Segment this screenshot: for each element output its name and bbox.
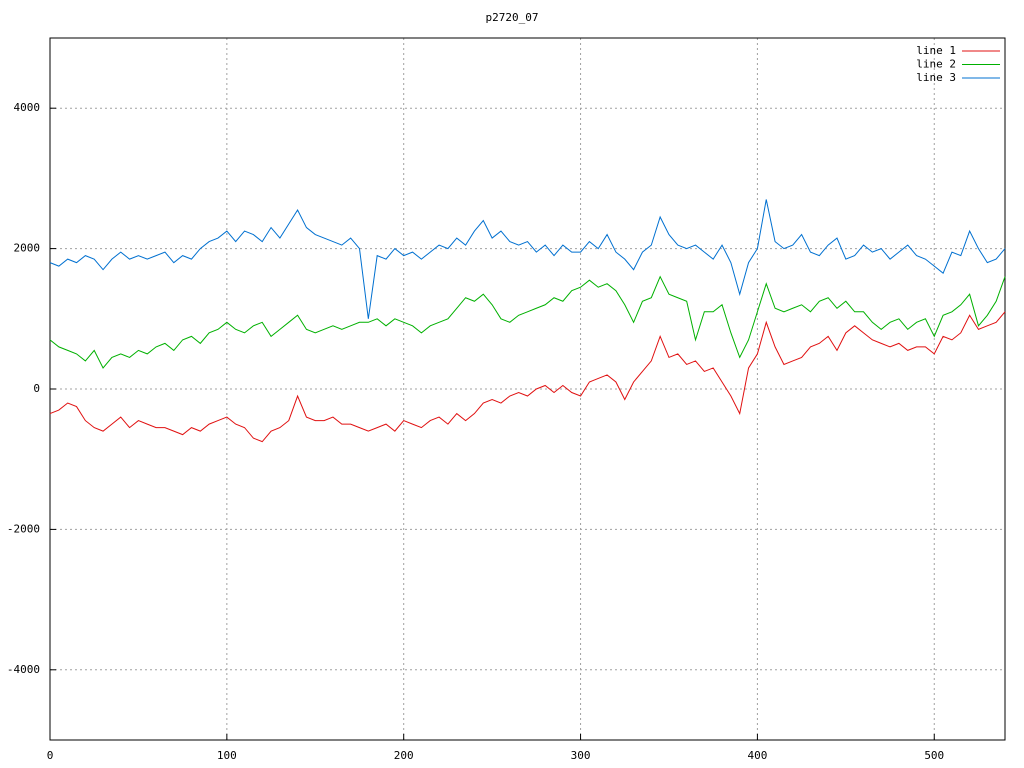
x-tick-label: 100 [217, 749, 237, 762]
series-line [49, 275, 1006, 369]
x-tick-label: 400 [747, 749, 767, 762]
series-line [49, 199, 1006, 319]
plot-frame [49, 37, 1006, 741]
legend-label: line 1 [916, 44, 956, 57]
y-tick-label: 4000 [14, 101, 41, 114]
x-tick-label: 0 [47, 749, 54, 762]
legend-label: line 2 [916, 58, 956, 71]
series-line [49, 311, 1006, 443]
legend-label: line 3 [916, 71, 956, 84]
x-tick-label: 500 [924, 749, 944, 762]
chart-title: p2720_07 [486, 11, 539, 24]
y-tick-label: -4000 [7, 663, 40, 676]
x-tick-label: 300 [571, 749, 591, 762]
y-tick-label: -2000 [7, 522, 40, 535]
y-tick-label: 2000 [14, 242, 41, 255]
x-tick-label: 200 [394, 749, 414, 762]
y-tick-label: 0 [33, 382, 40, 395]
